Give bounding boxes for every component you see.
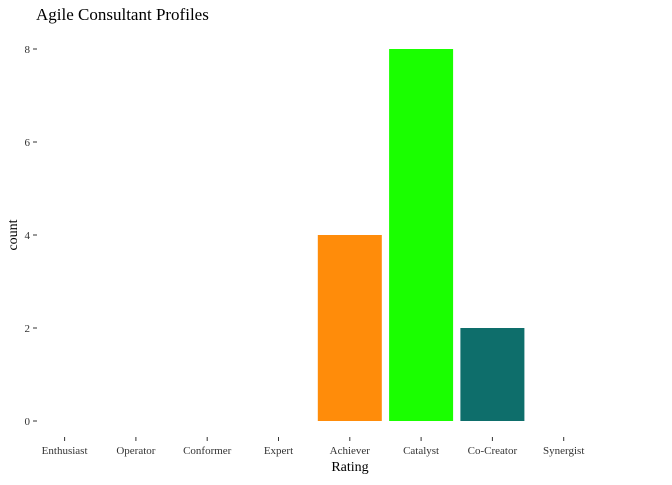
chart-title: Agile Consultant Profiles xyxy=(36,5,209,24)
y-tick-label: 0 xyxy=(25,416,31,428)
x-tick-label: Catalyst xyxy=(403,445,439,457)
bar-co-creator xyxy=(460,328,525,421)
x-tick-label: Conformer xyxy=(183,445,232,457)
y-tick-label: 2 xyxy=(25,323,31,335)
x-tick-label: Achiever xyxy=(330,445,371,457)
x-tick-label: Co-Creator xyxy=(468,445,518,457)
x-tick-label: Enthusiast xyxy=(42,445,88,457)
y-axis: 0 2 4 6 8 xyxy=(25,44,37,428)
x-tick-label: Expert xyxy=(264,445,293,457)
bar-achiever xyxy=(317,235,382,421)
bars xyxy=(317,49,525,421)
y-tick-label: 8 xyxy=(25,44,31,56)
x-tick-label: Operator xyxy=(116,445,155,457)
y-tick-label: 4 xyxy=(25,230,31,242)
x-axis: Enthusiast Operator Conformer Expert Achieve… xyxy=(42,437,584,457)
y-axis-label: count xyxy=(6,219,21,250)
x-axis-label: Rating xyxy=(331,460,368,475)
y-tick-label: 6 xyxy=(25,137,31,149)
bar-catalyst xyxy=(389,49,454,421)
x-tick-label: Synergist xyxy=(543,445,584,457)
